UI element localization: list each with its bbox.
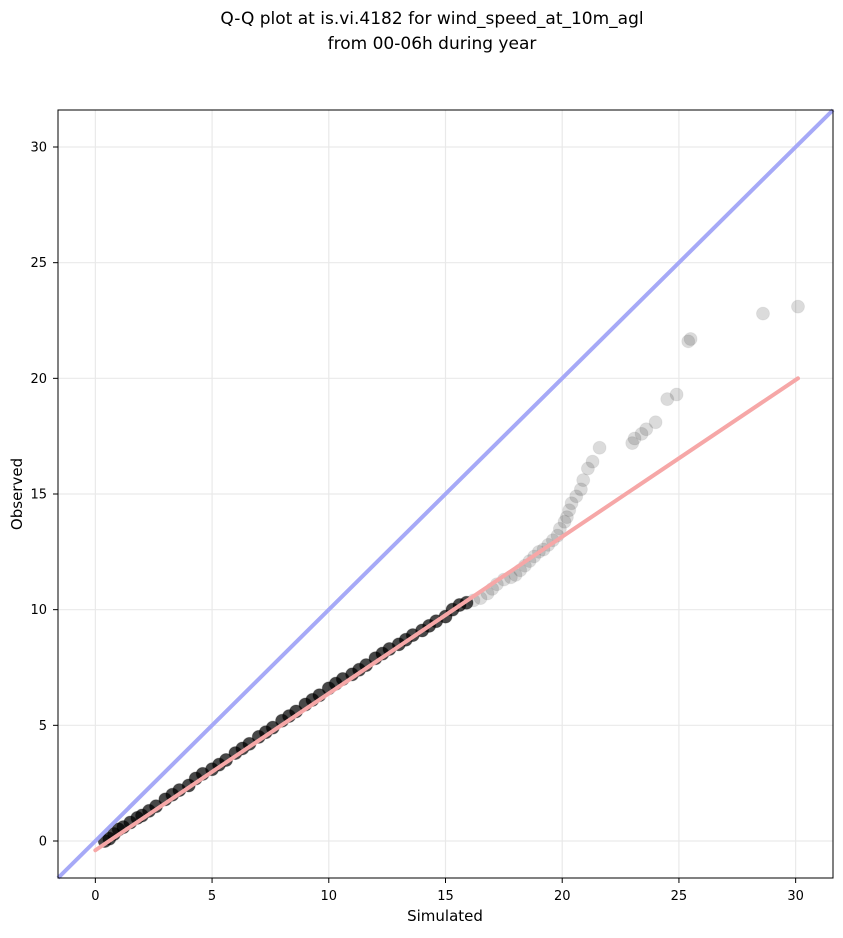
- data-point: [592, 440, 607, 455]
- data-point: [562, 503, 577, 518]
- x-tick-label: 15: [437, 889, 454, 904]
- x-tick-label: 5: [208, 889, 216, 904]
- data-point: [639, 422, 654, 437]
- y-tick-label: 15: [30, 488, 47, 503]
- data-point: [627, 431, 642, 446]
- data-point: [557, 514, 572, 529]
- data-point: [648, 415, 663, 430]
- y-axis-label: Observed: [8, 458, 26, 530]
- data-point: [580, 461, 595, 476]
- data-point: [564, 496, 579, 511]
- y-tick-label: 0: [39, 834, 47, 849]
- data-point: [625, 436, 640, 451]
- x-axis-label: Simulated: [407, 907, 483, 925]
- data-point: [569, 489, 584, 504]
- data-point: [669, 387, 684, 402]
- fit-line: [93, 376, 800, 853]
- identity-line: [56, 108, 835, 880]
- x-tick-label: 10: [321, 889, 338, 904]
- data-point: [790, 299, 805, 314]
- y-axis-ticks: 0 5 10 15 20 25 30: [30, 141, 58, 849]
- x-axis-ticks: 0 5 10 15 20 25 30: [91, 878, 804, 904]
- chart-title-line2: from 00-06h during year: [328, 34, 537, 54]
- data-point: [755, 306, 770, 321]
- y-tick-label: 5: [39, 719, 47, 734]
- data-point: [576, 473, 591, 488]
- y-tick-label: 30: [30, 141, 47, 156]
- data-point: [573, 482, 588, 497]
- data-point: [585, 454, 600, 469]
- x-tick-label: 20: [554, 889, 571, 904]
- reference-lines: [56, 108, 835, 880]
- data-point: [660, 392, 675, 407]
- x-tick-label: 0: [91, 889, 99, 904]
- x-tick-label: 30: [787, 889, 804, 904]
- x-tick-label: 25: [671, 889, 688, 904]
- data-point: [681, 334, 696, 349]
- data-point: [634, 426, 649, 441]
- data-point: [559, 510, 574, 525]
- data-point: [552, 521, 567, 536]
- data-point: [683, 332, 698, 347]
- y-tick-label: 25: [30, 256, 47, 271]
- chart-title-line1: Q-Q plot at is.vi.4182 for wind_speed_at…: [220, 9, 643, 29]
- y-tick-label: 10: [30, 603, 47, 618]
- y-tick-label: 20: [30, 372, 47, 387]
